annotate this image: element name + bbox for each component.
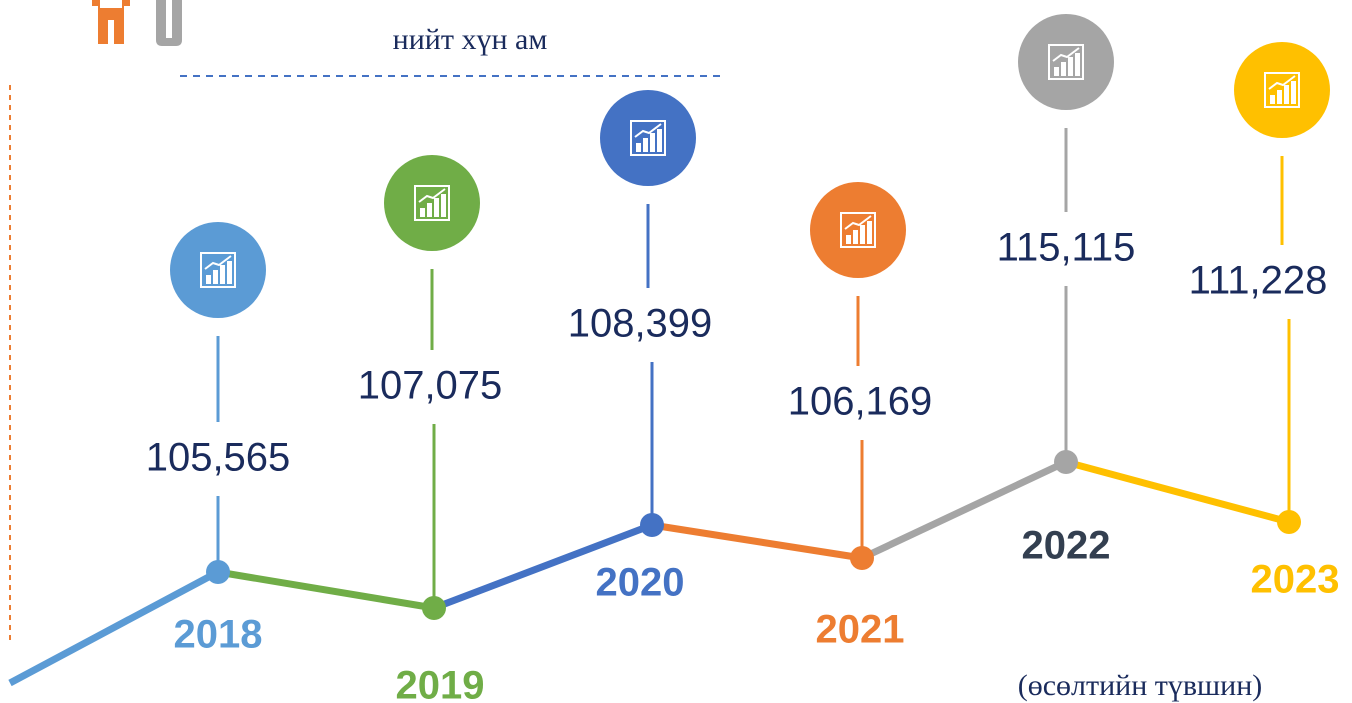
value-label: 115,115 [997,226,1136,270]
icon-frame [630,120,666,156]
value-label: 106,169 [788,380,933,424]
year-dot [1277,510,1301,534]
icon-bar [1284,85,1289,104]
chart-icon [630,120,666,156]
chart-icon [414,185,450,221]
year-label: 2022 [1022,524,1111,568]
icon-detail [100,0,122,8]
icon-bar [1291,81,1296,104]
year-label: 2021 [816,608,905,652]
person-icon [92,0,130,44]
icon-bar [1068,57,1073,76]
value-label: 107,075 [358,364,503,408]
value-label: 111,228 [1189,259,1328,303]
footnote: (өсөлтийн түвшин) [1018,669,1263,702]
icon-arrow [204,255,232,270]
icon-frame [414,185,450,221]
icon-bar [1061,62,1066,76]
icon-frame [840,212,876,248]
icon-arrow [1268,75,1296,90]
icon-bar [206,275,211,284]
year-label: 2020 [596,561,685,605]
chart-icon [1264,72,1300,108]
icon-frame [1264,72,1300,108]
value-label: 108,399 [568,302,713,346]
title: нийт хүн ам [393,23,548,56]
timeline: 105,565 2018 107,075 2019 108,399 2020 106,169… [8,14,1340,703]
year-dot [1054,450,1078,474]
timeline-segment [1065,458,1290,526]
icon-bar [441,194,446,217]
timeline-segment [651,521,863,562]
icon-bar [860,225,865,244]
year-label: 2018 [174,613,263,657]
icon-bar [434,198,439,217]
value-label: 105,565 [146,436,291,480]
chart-icon [1048,44,1084,80]
timeline-segment [8,568,220,687]
icon-bar [1075,53,1080,76]
icon-bar [867,221,872,244]
year-dot [206,560,230,584]
icon-bar [846,235,851,244]
icon-arrow [1052,47,1080,62]
icon-detail [166,0,172,38]
icon-bar [420,208,425,217]
icon-bar [1054,67,1059,76]
icon-bar [1277,90,1282,104]
icon-arrow [418,188,446,203]
icon-bar [636,143,641,152]
chart-icon [200,252,236,288]
icon-bar [220,265,225,284]
icon-bar [227,261,232,284]
timeline-segment [432,521,654,612]
year-dot [422,596,446,620]
icon-frame [200,252,236,288]
icon-bar [657,129,662,152]
icon-bar [213,270,218,284]
year-dot [640,513,664,537]
icon-bar [427,203,432,217]
top-icons [92,0,182,46]
icon-bar [650,133,655,152]
timeline-segment [860,458,1068,562]
year-label: 2019 [396,664,485,703]
chart-icon [840,212,876,248]
icon-arrow [634,123,662,138]
timeline-segment [217,568,435,612]
icon-frame [1048,44,1084,80]
icon-bar [643,138,648,152]
year-label: 2023 [1251,558,1340,602]
icon-bar [853,230,858,244]
year-dot [850,546,874,570]
icon-bar [1270,95,1275,104]
icon-arrow [844,215,872,230]
